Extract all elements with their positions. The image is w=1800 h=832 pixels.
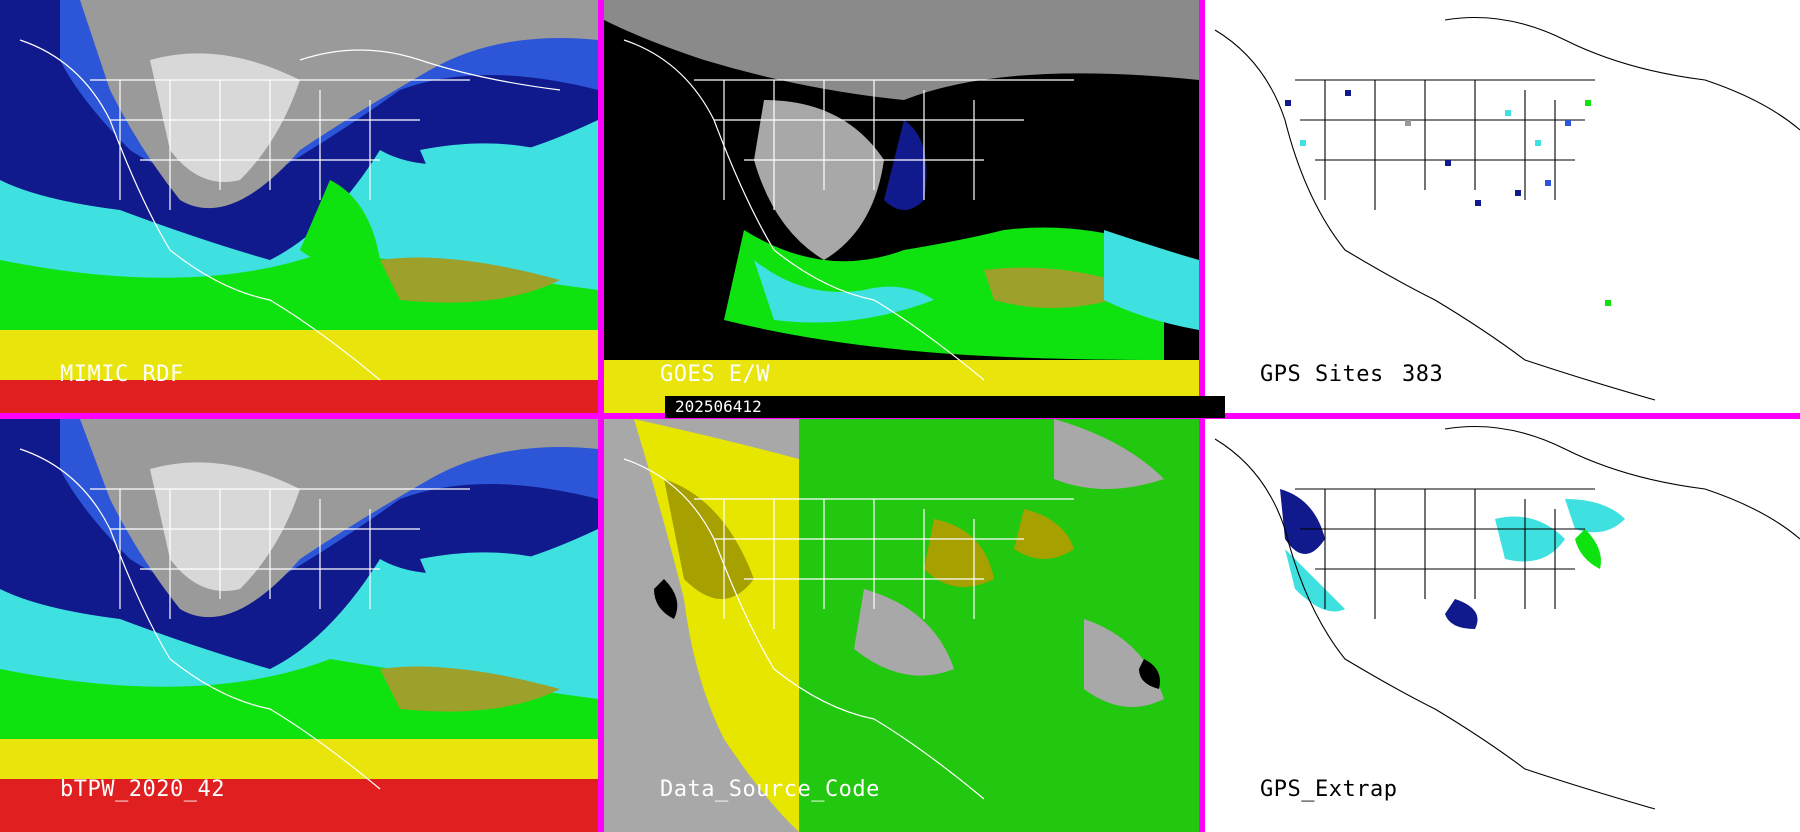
map-panel-data-source-code: Data_Source_Code [604,419,1199,832]
timestamp-bar: 202506412 [665,396,1225,418]
map-panel-btpw: bTPW_2020_42 [0,419,598,832]
tpw-map-image [0,419,598,832]
gps-site-markers [1285,90,1611,306]
data-source-map-image [604,419,1199,832]
map-panel-mimic-rdf: MIMIC RDF [0,0,598,413]
goes-map-image [604,0,1199,413]
map-panel-gps-sites: GPS Sites 383 [1205,0,1800,413]
panel-label: GPS_Extrap [1260,777,1398,802]
panel-label: Data_Source_Code [660,777,880,802]
tpw-map-image [0,0,598,413]
panel-label: bTPW_2020_42 [60,777,225,802]
gps-site-count: 383 [1402,362,1444,387]
panel-label: GPS Sites [1260,362,1384,387]
panel-label: GOES E/W [660,362,770,387]
map-panel-goes-ew: GOES E/W [604,0,1199,413]
map-panel-gps-extrap: GPS_Extrap [1205,419,1800,832]
panel-label: MIMIC RDF [60,362,184,387]
gps-extrap-map-image [1205,419,1800,832]
gps-sites-map-image [1205,0,1800,413]
